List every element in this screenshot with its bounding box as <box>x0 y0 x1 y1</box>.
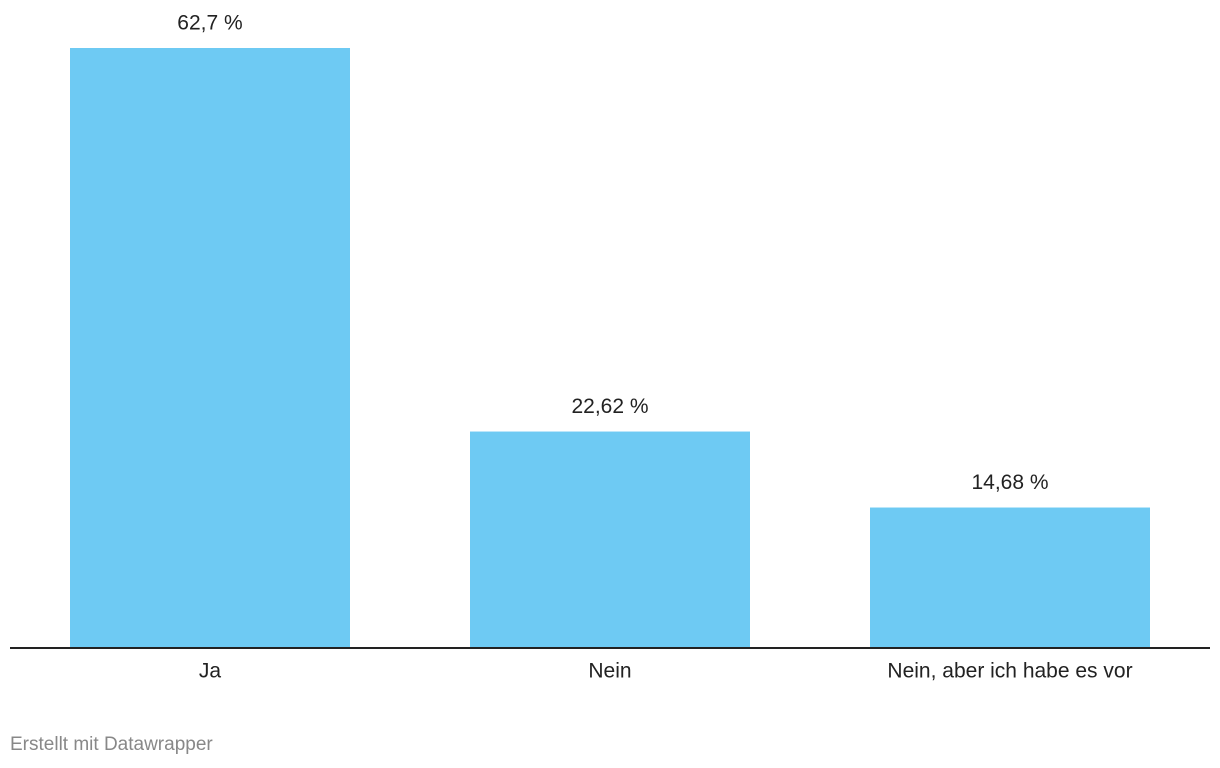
credit: Erstellt mit Datawrapper <box>10 734 213 755</box>
bar <box>470 431 750 648</box>
bar <box>870 507 1150 648</box>
value-label: 14,68 % <box>971 471 1048 494</box>
x-tick-label: Ja <box>199 660 222 683</box>
value-label: 62,7 % <box>177 12 242 35</box>
bar <box>70 48 350 648</box>
value-label: 22,62 % <box>571 395 648 418</box>
x-tick-label: Nein, aber ich habe es vor <box>887 660 1132 683</box>
x-tick-label: Nein <box>588 660 631 683</box>
